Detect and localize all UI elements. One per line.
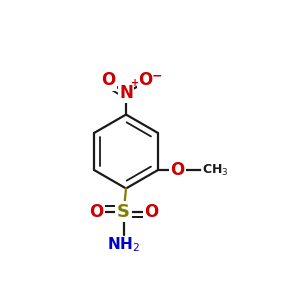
- Text: O: O: [170, 161, 185, 179]
- Text: NH$_2$: NH$_2$: [107, 235, 140, 254]
- Text: +: +: [131, 77, 139, 88]
- Text: CH$_3$: CH$_3$: [202, 162, 229, 178]
- Text: S: S: [117, 202, 130, 220]
- Text: O: O: [144, 202, 158, 220]
- Text: N: N: [119, 84, 133, 102]
- Text: O: O: [102, 71, 116, 89]
- Text: O: O: [89, 202, 103, 220]
- Text: O: O: [139, 71, 153, 89]
- Text: −: −: [152, 69, 163, 82]
